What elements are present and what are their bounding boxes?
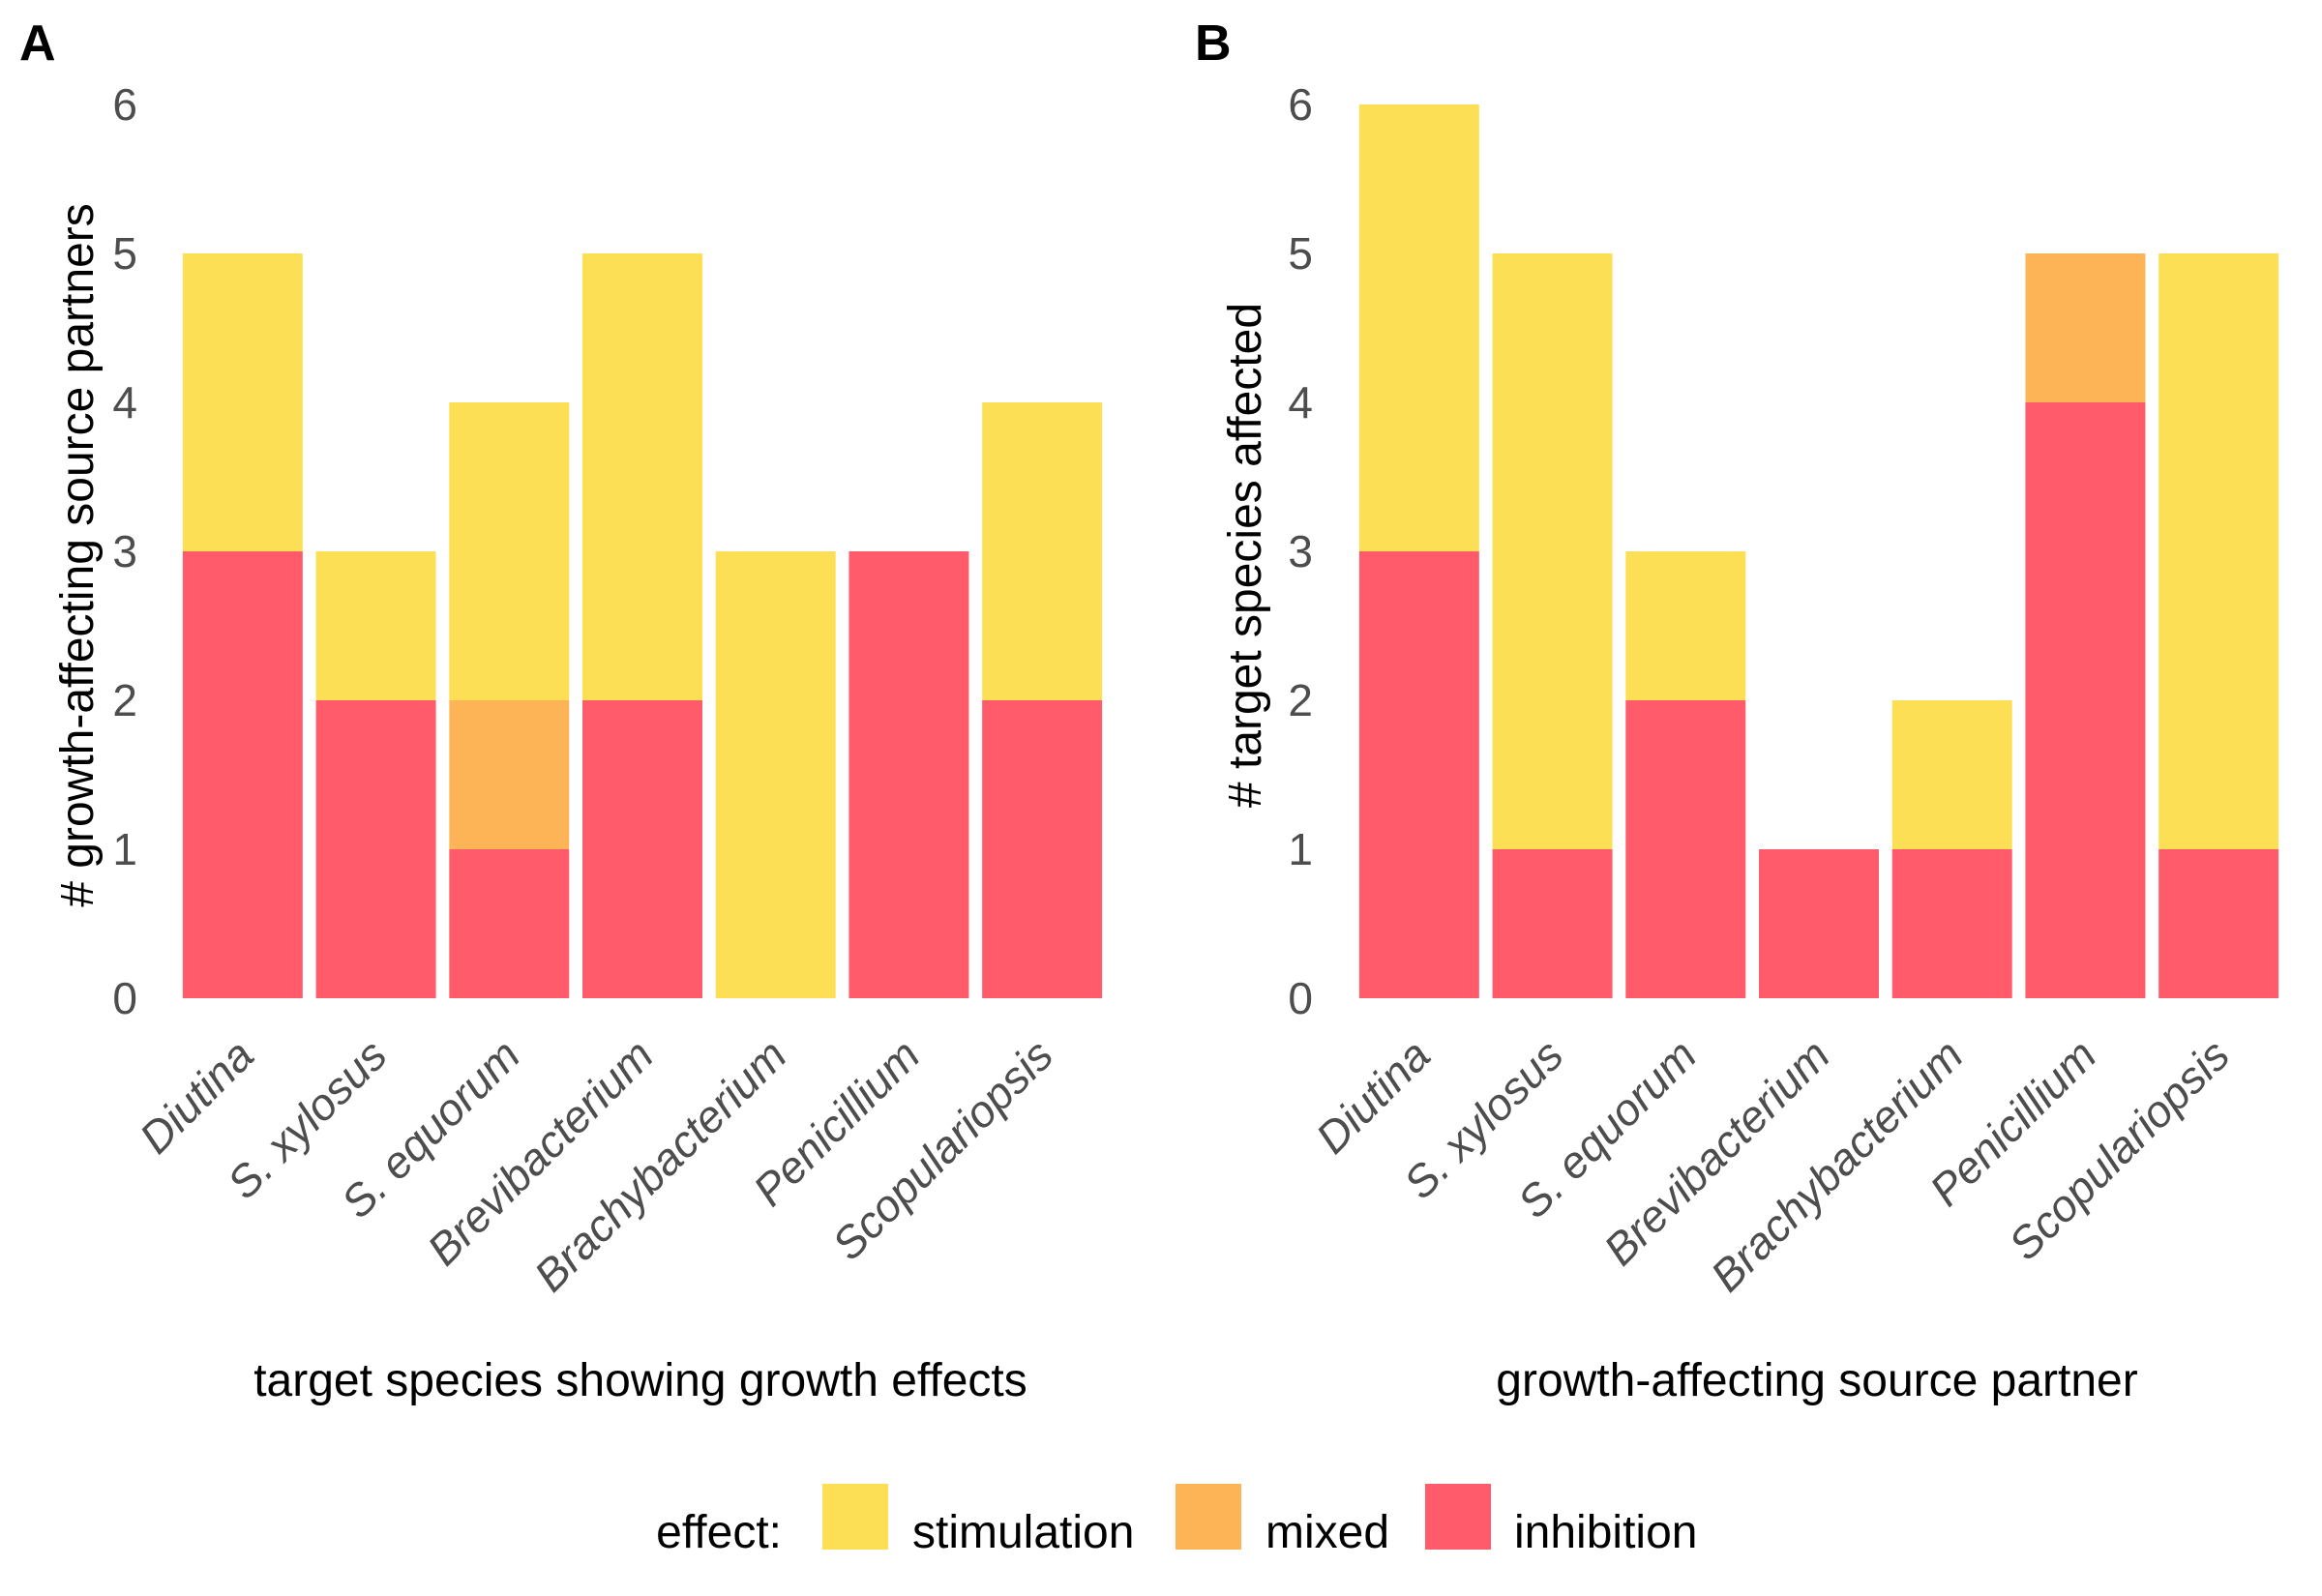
- panel-a-bar-s-xylosus-inhibition: [316, 700, 436, 998]
- panel-b-x-tick-label-diutina: Diutina: [1306, 1029, 1440, 1163]
- panel-b-y-tick-label: 3: [1288, 526, 1313, 576]
- panel-a-y-tick-label: 3: [112, 526, 137, 576]
- panel-b-y-tick-label: 5: [1288, 228, 1313, 279]
- panel-a-x-tick-label-brachybacterium: Brachybacterium: [524, 1029, 796, 1301]
- legend: effect: stimulation mixed inhibition: [656, 1484, 1697, 1558]
- panel-b-y-axis-ticks: 0 1 2 3 4 5 6: [1288, 79, 1313, 1023]
- panel-b-y-tick-label: 2: [1288, 675, 1313, 725]
- legend-label-stimulation: stimulation: [912, 1507, 1134, 1558]
- panel-a-y-tick-label: 4: [112, 377, 137, 428]
- panel-b-x-tick-label-brevibacterium: Brevibacterium: [1593, 1029, 1839, 1275]
- panel-b-x-tick-label-brachybacterium: Brachybacterium: [1701, 1029, 1973, 1301]
- panel-b-y-tick-label: 1: [1288, 824, 1313, 874]
- panel-b-bar-brachybacterium-inhibition: [1892, 849, 2012, 998]
- panel-a-x-tick-label-diutina: Diutina: [130, 1029, 263, 1163]
- legend-label-mixed: mixed: [1265, 1507, 1389, 1558]
- panel-a-letter: A: [19, 15, 56, 72]
- panel-b-x-axis-label: growth-affecting source partner: [1496, 1355, 2137, 1406]
- panel-b-bar-brevibacterium-inhibition: [1759, 849, 1879, 998]
- panel-a-bar-brevibacterium-inhibition: [582, 700, 702, 998]
- panel-b-bar-scopulariopsis-stimulation: [2158, 253, 2278, 849]
- panel-b-bar-s-xylosus-inhibition: [1493, 849, 1613, 998]
- panel-a-bar-scopulariopsis-stimulation: [982, 402, 1102, 700]
- panel-a-y-tick-label: 6: [112, 79, 137, 130]
- panel-a-y-tick-label: 5: [112, 228, 137, 279]
- panel-b-bar-s-equorum-stimulation: [1625, 551, 1745, 700]
- panel-a-x-tick-label-brevibacterium: Brevibacterium: [417, 1029, 663, 1275]
- panel-a-bars: [183, 253, 1102, 998]
- panel-a-bar-s-equorum-mixed: [449, 700, 569, 849]
- panel-a-bar-scopulariopsis-inhibition: [982, 700, 1102, 998]
- panel-a-y-tick-label: 0: [112, 973, 137, 1023]
- panel-a-y-tick-label: 1: [112, 824, 137, 874]
- panel-b-bar-penicillium-inhibition: [2025, 402, 2145, 998]
- panel-b-y-tick-label: 6: [1288, 79, 1313, 130]
- panel-b-bar-scopulariopsis-inhibition: [2158, 849, 2278, 998]
- panel-a-y-axis-label: # growth-affecting source partners: [52, 203, 104, 907]
- panel-b-bars: [1359, 104, 2278, 998]
- panel-b-y-tick-label: 4: [1288, 377, 1313, 428]
- panel-b-bar-s-equorum-inhibition: [1625, 700, 1745, 998]
- panel-a-bar-brevibacterium-stimulation: [582, 253, 702, 700]
- legend-swatch-mixed: [1176, 1484, 1241, 1550]
- panel-a-y-tick-label: 2: [112, 675, 137, 725]
- panel-a-bar-s-equorum-stimulation: [449, 402, 569, 700]
- panel-b-bar-brachybacterium-stimulation: [1892, 700, 2012, 849]
- panel-b-y-axis-label: # target species affected: [1220, 303, 1271, 808]
- legend-title: effect:: [656, 1507, 782, 1558]
- legend-label-inhibition: inhibition: [1514, 1507, 1697, 1558]
- panel-b-letter: B: [1195, 15, 1232, 72]
- panel-a-y-axis-ticks: 0 1 2 3 4 5 6: [112, 79, 137, 1023]
- panel-b-y-tick-label: 0: [1288, 973, 1313, 1023]
- panel-b-bar-diutina-stimulation: [1359, 104, 1479, 551]
- panel-a-bar-brachybacterium-stimulation: [716, 551, 836, 998]
- panel-a-bar-diutina-inhibition: [183, 551, 303, 998]
- panel-a-x-axis-label: target species showing growth effects: [253, 1355, 1027, 1406]
- panel-b-bar-s-xylosus-stimulation: [1493, 253, 1613, 849]
- panel-a-bar-s-xylosus-stimulation: [316, 551, 436, 700]
- panel-a-bar-penicillium-inhibition: [848, 551, 968, 998]
- legend-swatch-stimulation: [822, 1484, 888, 1550]
- panel-b-bar-diutina-inhibition: [1359, 551, 1479, 998]
- legend-swatch-inhibition: [1425, 1484, 1491, 1550]
- panel-a-bar-s-equorum-inhibition: [449, 849, 569, 998]
- panel-a-bar-diutina-stimulation: [183, 253, 303, 551]
- panel-b-bar-penicillium-mixed: [2025, 253, 2145, 402]
